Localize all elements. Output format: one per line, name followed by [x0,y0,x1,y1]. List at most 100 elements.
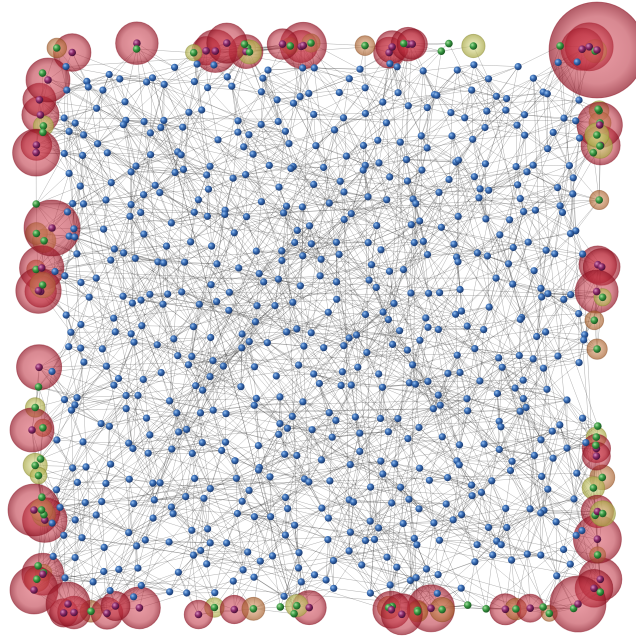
interior-node [320,344,328,352]
interior-node [206,539,214,547]
interior-node [495,417,503,425]
interior-node [285,140,293,148]
interior-node [268,552,277,560]
interior-node [579,250,587,258]
interior-node [245,338,253,346]
boundary-node [590,316,599,325]
interior-node [164,290,172,298]
interior-node [476,377,484,385]
interior-node [116,75,124,83]
interior-node [295,549,303,557]
boundary-node [34,562,42,570]
interior-node [221,210,229,219]
boundary-node [595,121,604,129]
interior-node [449,516,457,524]
interior-node [198,439,206,447]
interior-node [576,134,584,142]
interior-node [425,476,433,484]
interior-node [299,398,307,406]
interior-node [149,514,157,522]
interior-node [244,548,252,556]
interior-node [160,116,168,124]
interior-node [257,88,265,96]
interior-node [404,435,412,443]
boundary-node [598,293,607,302]
interior-node [106,587,114,595]
interior-node [468,86,476,94]
interior-node [386,173,394,181]
interior-node [423,251,432,259]
interior-node [208,242,216,250]
interior-node [291,521,299,529]
interior-node [174,568,182,576]
interior-node [480,440,488,448]
interior-node [299,64,307,72]
interior-node [366,589,374,597]
interior-node [533,332,541,341]
interior-node [71,119,79,127]
boundary-node [44,76,52,84]
boundary-node [589,484,598,492]
interior-node [71,401,79,409]
interior-node [153,341,161,349]
interior-node [523,550,531,558]
interior-node [394,89,402,97]
interior-node [356,65,364,73]
interior-node [424,323,432,331]
interior-node [405,495,413,503]
interior-node [189,323,198,331]
interior-node [422,565,431,573]
interior-node [435,188,443,196]
interior-node [203,560,211,568]
interior-node [293,451,301,460]
interior-node [560,114,568,122]
interior-node [207,281,215,289]
interior-node [250,401,258,409]
interior-node [512,163,520,171]
interior-node [342,152,350,160]
interior-node [351,413,359,421]
interior-node [572,531,580,539]
interior-node [242,213,251,221]
boundary-node [597,263,606,271]
interior-node [140,191,148,199]
boundary-node [28,426,36,434]
interior-node [187,238,195,246]
interior-node [516,315,524,323]
interior-node [402,156,411,164]
interior-node [194,196,202,204]
interior-node [444,369,452,377]
interior-node [498,363,506,371]
interior-node [207,333,215,342]
interior-node [310,180,318,188]
boundary-node [589,148,598,157]
interior-node [373,222,381,230]
interior-node [378,383,387,391]
boundary-node [53,44,61,52]
boundary-node [39,570,47,578]
interior-node [471,345,479,353]
interior-node [141,536,149,544]
interior-node [150,496,158,504]
interior-node [406,576,414,585]
interior-node [250,363,259,371]
interior-node [539,364,548,372]
interior-node [429,405,437,413]
boundary-node [596,575,605,584]
boundary-node [299,41,308,50]
interior-node [245,486,253,494]
interior-node [110,381,118,389]
interior-node [413,541,421,549]
interior-node [365,276,373,284]
interior-node [250,573,258,581]
interior-node [223,73,231,81]
interior-node [296,93,304,101]
interior-node [100,543,108,552]
interior-node [484,523,493,532]
interior-node [105,70,113,79]
boundary-node [593,46,601,54]
interior-node [412,200,420,208]
interior-node [412,574,420,582]
interior-node [352,331,361,339]
interior-node [63,86,71,94]
